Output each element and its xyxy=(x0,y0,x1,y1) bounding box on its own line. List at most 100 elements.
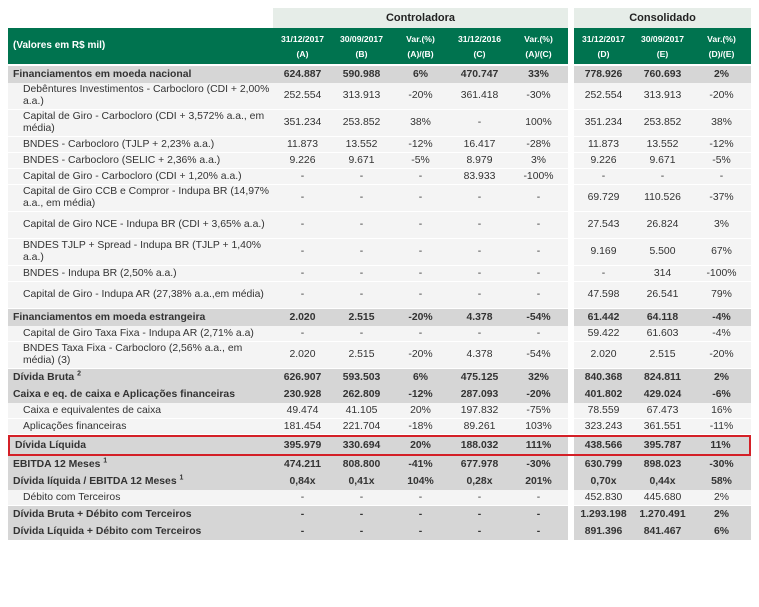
table-row: Dívida Bruta 2 626.907 593.503 6% 475.125 32%… xyxy=(8,369,751,386)
table-cell: - xyxy=(509,523,568,540)
table-cell: 0,84x xyxy=(273,473,332,490)
table-cell: 26.541 xyxy=(633,282,692,309)
table-cell: 16% xyxy=(692,403,751,419)
table-cell: 100% xyxy=(509,110,568,137)
table-cell: -75% xyxy=(509,403,568,419)
table-cell: 64.118 xyxy=(633,309,692,326)
table-cell: 11.873 xyxy=(574,137,633,153)
row-label-text: Caixa e eq. de caixa e Aplicações financ… xyxy=(13,388,235,400)
table-cell: 252.554 xyxy=(574,83,633,110)
table-cell: - xyxy=(391,282,450,309)
col-header: Var.(%) (A)/(B) xyxy=(391,28,450,64)
table-cell: - xyxy=(450,506,509,523)
table-cell: 445.680 xyxy=(633,490,692,506)
table-cell: 2.515 xyxy=(633,342,692,369)
table-row: Dívida Bruta + Débito com Terceiros - - - - -… xyxy=(8,506,751,523)
table-cell: - xyxy=(273,326,332,342)
table-cell: 253.852 xyxy=(332,110,391,137)
header-columns-row: (Valores em R$ mil) 31/12/2017 (A) 30/09/… xyxy=(8,28,751,64)
row-label: BNDES - Carbocloro (TJLP + 2,23% a.a.) xyxy=(8,137,273,153)
table-cell: - xyxy=(509,185,568,212)
table-cell: 808.800 xyxy=(332,456,391,473)
row-label-text: Caixa e equivalentes de caixa xyxy=(23,404,162,416)
table-cell: 5.500 xyxy=(633,239,692,266)
table-row: Caixa e equivalentes de caixa 49.474 41.10… xyxy=(8,403,751,419)
table-cell: -100% xyxy=(692,266,751,282)
table-cell: - xyxy=(273,506,332,523)
table-cell: -20% xyxy=(391,83,450,110)
table-cell: 429.024 xyxy=(633,386,692,403)
table-cell: - xyxy=(633,169,692,185)
table-cell: - xyxy=(574,169,633,185)
row-label: Dívida Bruta 2 xyxy=(8,369,273,386)
row-label-text: BNDES TJLP + Spread - Indupa BR (TJLP + … xyxy=(23,240,261,263)
table-cell: 221.704 xyxy=(332,419,391,435)
table-cell: -12% xyxy=(692,137,751,153)
table-cell: 351.234 xyxy=(574,110,633,137)
table-cell: 330.694 xyxy=(332,435,391,456)
group-controladora: Controladora xyxy=(273,8,568,28)
table-cell: 2.515 xyxy=(332,342,391,369)
table-cell: 2.020 xyxy=(574,342,633,369)
table-cell: 9.169 xyxy=(574,239,633,266)
table-row: Capital de Giro - Indupa AR (27,38% a.a.… xyxy=(8,282,751,309)
table-cell: 9.226 xyxy=(574,153,633,169)
table-cell: 401.802 xyxy=(574,386,633,403)
table-cell: 475.125 xyxy=(450,369,509,386)
table-cell: -37% xyxy=(692,185,751,212)
table-cell: 474.211 xyxy=(273,456,332,473)
table-cell: 47.598 xyxy=(574,282,633,309)
table-cell: 2% xyxy=(692,66,751,83)
row-label-text: Capital de Giro - Carbocloro (CDI + 1,20… xyxy=(23,170,242,182)
table-cell: 361.418 xyxy=(450,83,509,110)
table-cell: -11% xyxy=(692,419,751,435)
table-cell: 89.261 xyxy=(450,419,509,435)
table-row: BNDES - Carbocloro (TJLP + 2,23% a.a.) 11… xyxy=(8,137,751,153)
table-cell: 13.552 xyxy=(633,137,692,153)
table-cell: - xyxy=(332,506,391,523)
table-cell: 840.368 xyxy=(574,369,633,386)
table-cell: 104% xyxy=(391,473,450,490)
table-row: Dívida líquida / EBITDA 12 Meses 1 0,84x 0… xyxy=(8,473,751,490)
table-cell: 32% xyxy=(509,369,568,386)
table-row: Débito com Terceiros - - - - -452.830 445.680 2… xyxy=(8,490,751,506)
table-cell: - xyxy=(509,326,568,342)
table-cell: 891.396 xyxy=(574,523,633,540)
table-cell: -54% xyxy=(509,309,568,326)
table-cell: -20% xyxy=(391,309,450,326)
table-cell: - xyxy=(391,326,450,342)
table-cell: 323.243 xyxy=(574,419,633,435)
table-cell: - xyxy=(332,490,391,506)
row-label-text: BNDES - Carbocloro (TJLP + 2,23% a.a.) xyxy=(23,138,215,150)
row-label-text: Capital de Giro CCB e Compror - Indupa B… xyxy=(23,186,270,209)
row-label-text: Capital de Giro Taxa Fixa - Indupa AR (2… xyxy=(23,327,254,339)
table-row: Financiamentos em moeda nacional 624.887 5… xyxy=(8,66,751,83)
table-cell: 197.832 xyxy=(450,403,509,419)
table-cell: 760.693 xyxy=(633,66,692,83)
table-row: Capital de Giro - Carbocloro (CDI + 1,20… xyxy=(8,169,751,185)
table-cell: 253.852 xyxy=(633,110,692,137)
col-header: 31/12/2017 (D) xyxy=(574,28,633,64)
row-label: Capital de Giro - Indupa AR (27,38% a.a.… xyxy=(8,282,273,309)
row-label: BNDES - Indupa BR (2,50% a.a.) xyxy=(8,266,273,282)
table-cell: - xyxy=(574,266,633,282)
table-row: Aplicações financeiras 181.454 221.704 -18%… xyxy=(8,419,751,435)
table-cell: -30% xyxy=(509,456,568,473)
table-cell: 11.873 xyxy=(273,137,332,153)
table-cell: 38% xyxy=(692,110,751,137)
table-cell: - xyxy=(509,282,568,309)
table-cell: 624.887 xyxy=(273,66,332,83)
table-cell: 69.729 xyxy=(574,185,633,212)
table-cell: 188.032 xyxy=(450,435,509,456)
table-cell: 470.747 xyxy=(450,66,509,83)
table-cell: 11% xyxy=(692,435,751,456)
footnote-marker: 1 xyxy=(179,474,184,482)
row-label-text: BNDES - Carbocloro (SELIC + 2,36% a.a.) xyxy=(23,154,221,166)
table-row: Dívida Líquida + Débito com Terceiros - - -… xyxy=(8,523,751,540)
table-cell: 590.988 xyxy=(332,66,391,83)
table-cell: 38% xyxy=(391,110,450,137)
table-cell: 252.554 xyxy=(273,83,332,110)
table-cell: - xyxy=(332,326,391,342)
table-cell: 67.473 xyxy=(633,403,692,419)
row-label: Capital de Giro CCB e Compror - Indupa B… xyxy=(8,185,273,212)
